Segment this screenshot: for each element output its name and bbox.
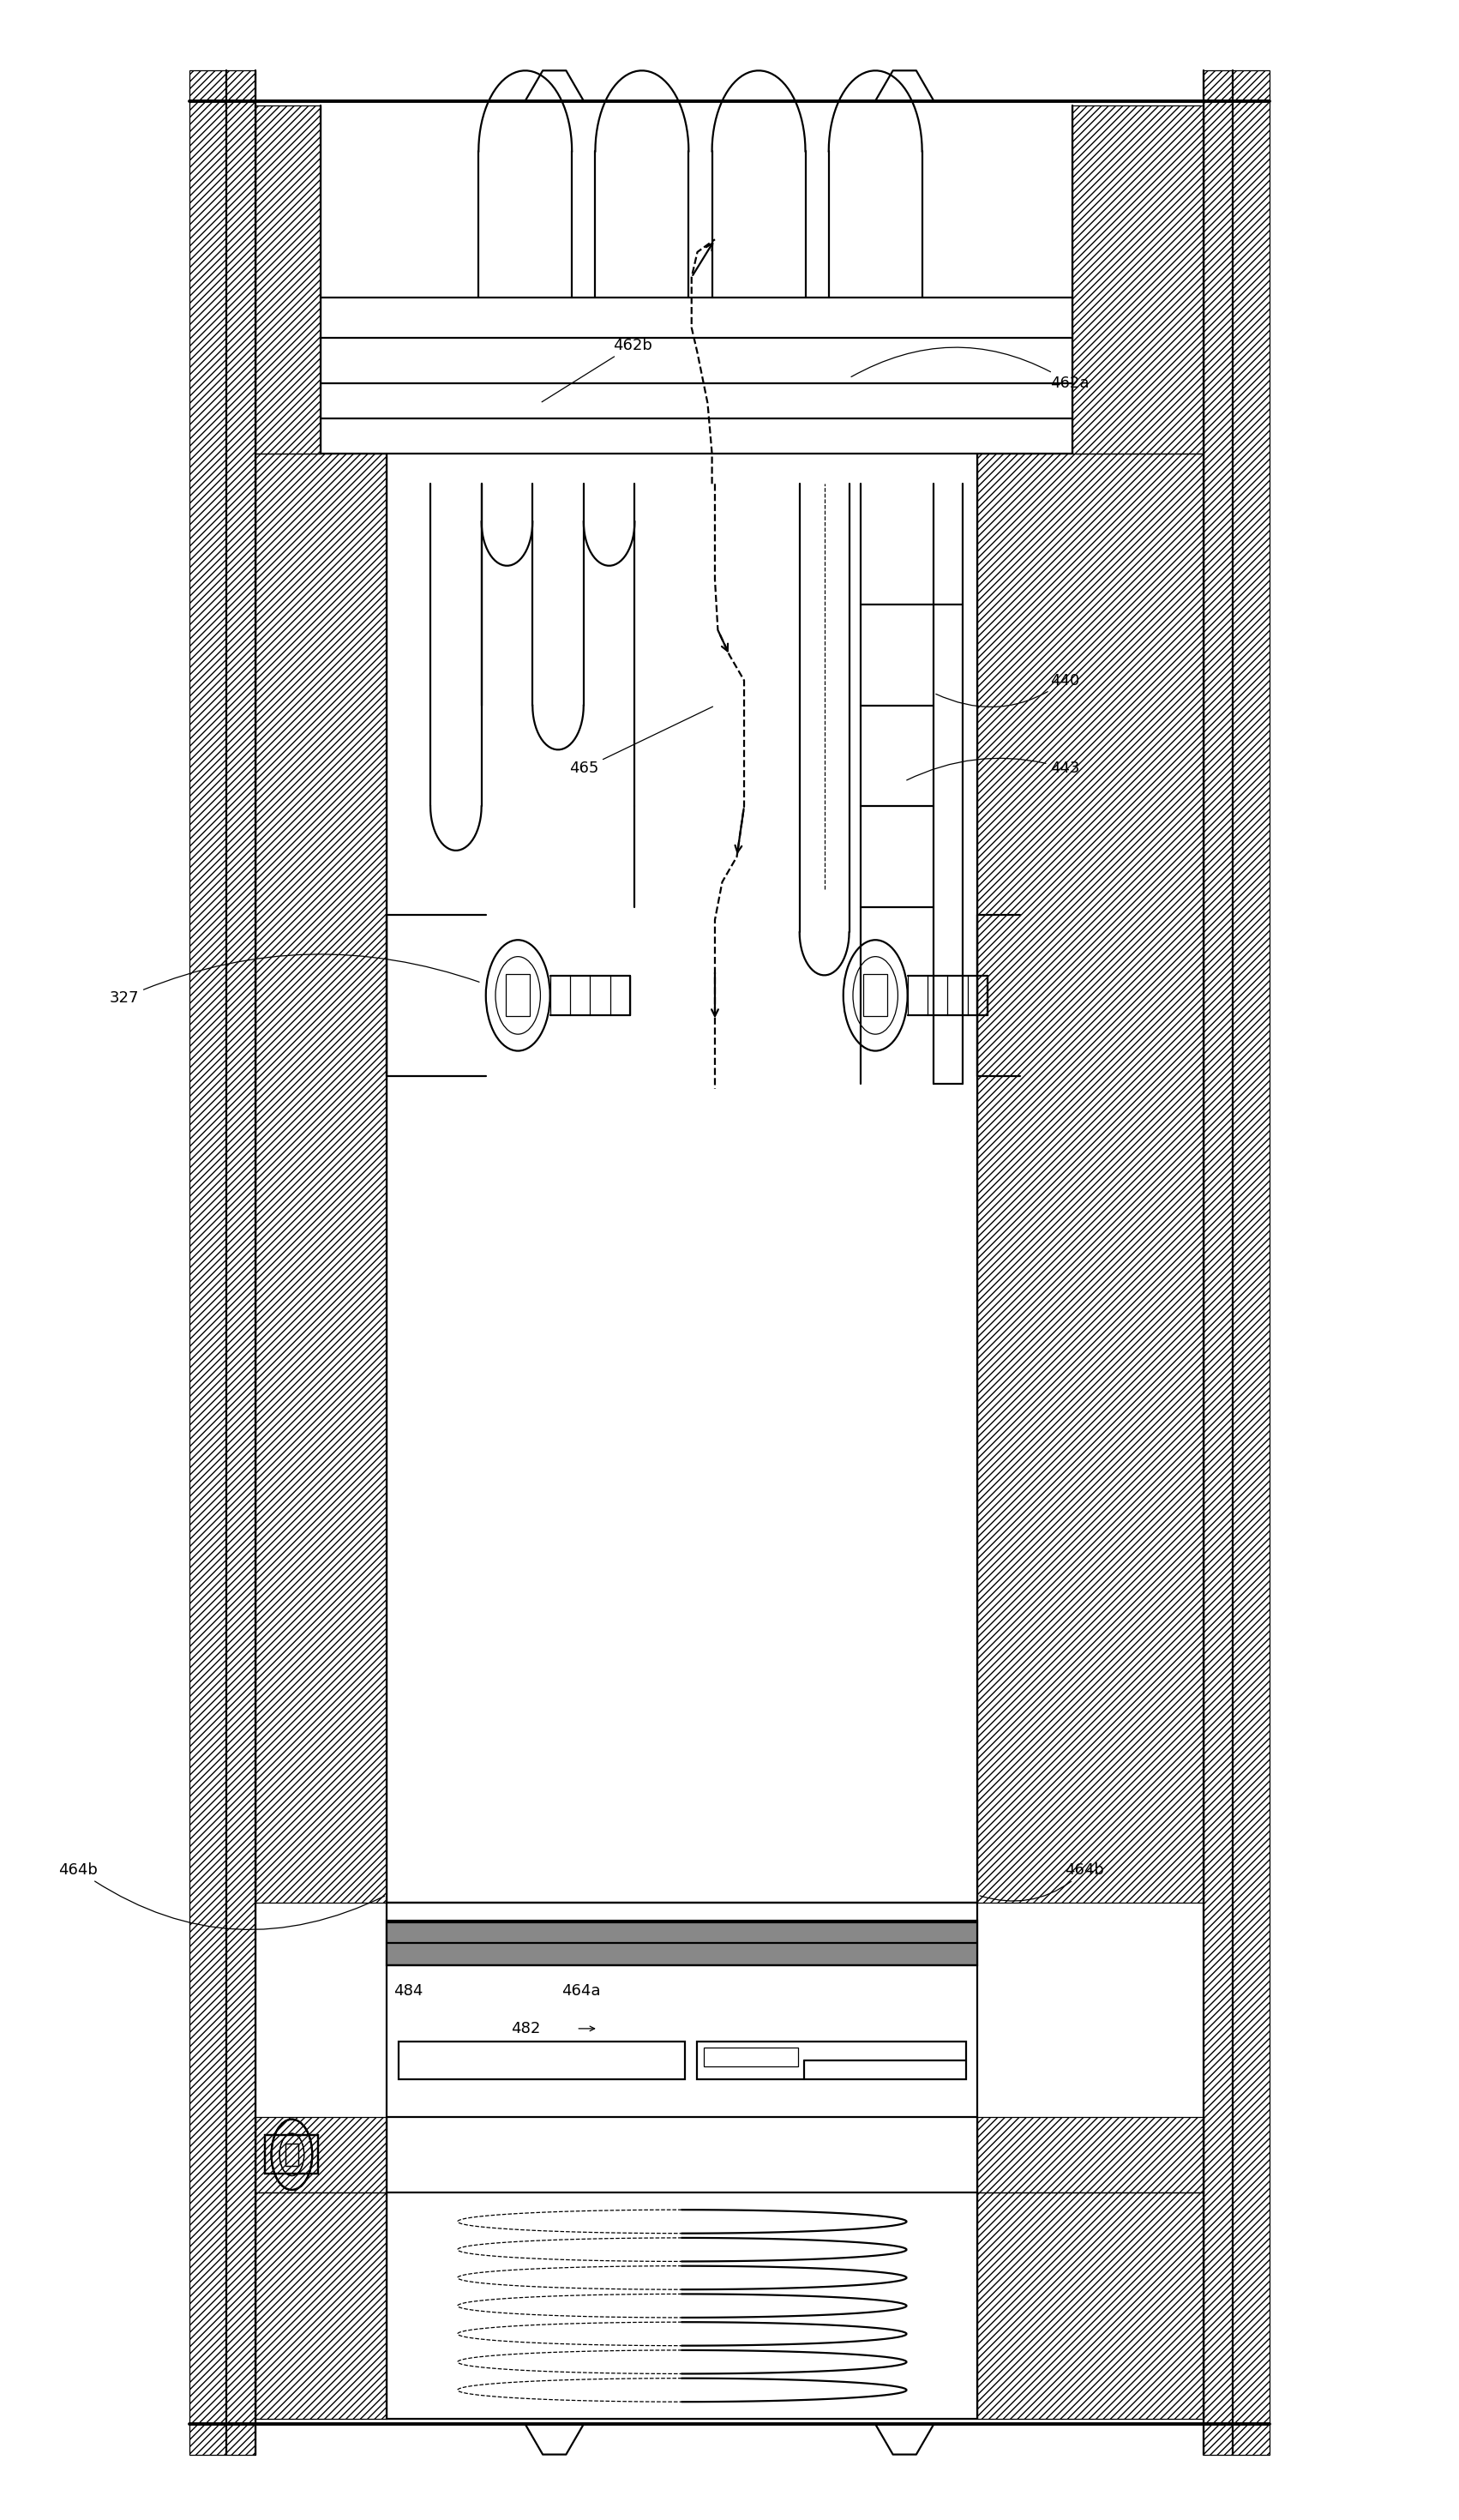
Bar — [703, 2046, 798, 2066]
Bar — [387, 1903, 978, 2117]
Bar — [697, 2041, 966, 2079]
Bar — [286, 2145, 298, 2165]
Bar — [255, 454, 387, 1903]
Bar — [506, 975, 530, 1016]
Bar — [978, 2192, 1204, 2419]
Bar — [978, 454, 1204, 1903]
Text: 465: 465 — [569, 706, 713, 776]
Text: 462a: 462a — [851, 348, 1090, 391]
Bar — [1072, 106, 1204, 454]
Bar — [266, 2134, 318, 2175]
Text: 327: 327 — [109, 955, 479, 1005]
Text: 464a: 464a — [562, 1983, 601, 1998]
Text: 464b: 464b — [980, 1862, 1104, 1900]
Bar — [255, 106, 321, 454]
Text: 462b: 462b — [541, 338, 652, 401]
Text: 440: 440 — [935, 673, 1080, 708]
Bar — [1204, 71, 1269, 2454]
Text: 464b: 464b — [58, 1862, 385, 1930]
Bar — [398, 2041, 686, 2079]
Bar — [286, 2145, 298, 2165]
Bar — [255, 2117, 387, 2192]
Text: 482: 482 — [511, 2021, 540, 2036]
Text: 443: 443 — [906, 759, 1080, 781]
Bar — [387, 1920, 978, 1966]
Bar — [266, 2134, 318, 2175]
Bar — [864, 975, 887, 1016]
Bar — [978, 2117, 1204, 2192]
Bar — [190, 71, 255, 2454]
Bar — [255, 2192, 387, 2419]
Text: 484: 484 — [394, 1983, 423, 1998]
